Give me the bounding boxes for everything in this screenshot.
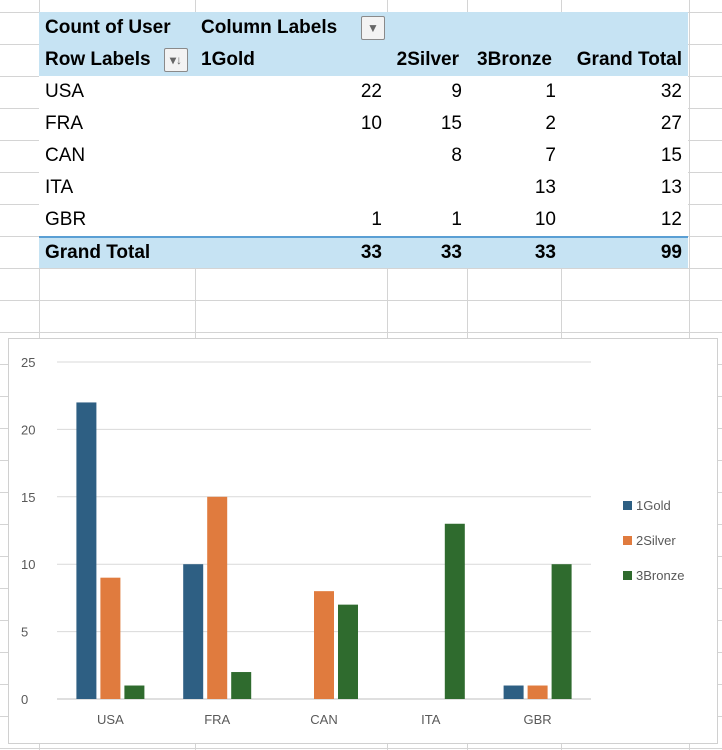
row-labels-header[interactable]: Row Labels	[45, 49, 151, 70]
bar-usa-1gold[interactable]	[76, 402, 97, 699]
row-gridline	[0, 748, 722, 749]
x-tick-label: USA	[97, 712, 124, 727]
legend-label[interactable]: 1Gold	[636, 498, 671, 513]
x-tick-label: ITA	[421, 712, 441, 727]
bar-can-3bronze[interactable]	[338, 604, 358, 699]
pivot-row-can: CAN 8 7 15	[39, 140, 688, 172]
pivot-cell[interactable]: 1	[545, 81, 556, 102]
legend-swatch	[623, 571, 632, 580]
row-label[interactable]: GBR	[45, 209, 87, 230]
row-label[interactable]: FRA	[45, 113, 83, 134]
pivot-row-gbr: GBR 1 1 10 12	[39, 204, 688, 236]
legend-label[interactable]: 3Bronze	[636, 568, 684, 583]
row-label[interactable]: USA	[45, 81, 85, 102]
pivot-header-row-2: Row Labels ▾↓ 1Gold 2Silver 3Bronze Gran…	[39, 44, 688, 76]
pivot-cell[interactable]: 13	[660, 177, 682, 198]
grand-total-label: Grand Total	[45, 242, 151, 263]
y-tick-label: 25	[21, 355, 35, 370]
bar-gbr-1gold[interactable]	[503, 685, 524, 699]
bar-can-2silver[interactable]	[314, 591, 334, 699]
bar-usa-3bronze[interactable]	[124, 685, 145, 699]
y-tick-label: 5	[21, 625, 28, 640]
pivot-cell[interactable]: 8	[451, 145, 462, 166]
y-tick-label: 10	[21, 557, 35, 572]
row-label[interactable]: ITA	[45, 177, 74, 198]
x-tick-label: CAN	[310, 712, 337, 727]
legend-swatch	[623, 536, 632, 545]
row-gridline	[0, 332, 722, 333]
pivot-row-fra: FRA 10 15 2 27	[39, 108, 688, 140]
row-gridline	[0, 268, 722, 269]
pivot-cell[interactable]: 9	[451, 81, 462, 102]
pivot-cell[interactable]: 12	[660, 209, 682, 230]
bar-usa-2silver[interactable]	[100, 577, 121, 699]
y-tick-label: 0	[21, 692, 28, 707]
pivot-cell[interactable]: 22	[360, 81, 382, 102]
column-filter-dropdown-icon[interactable]: ▼	[361, 16, 385, 40]
row-sort-dropdown-icon[interactable]: ▾↓	[164, 48, 188, 72]
pivot-row-ita: ITA 13 13	[39, 172, 688, 204]
grand-total-silver: 33	[440, 242, 462, 263]
chart-svg: 0 5 10 15 20 25 USA FRA CAN ITA GBR 1Gold 2Silver 3Br…	[21, 355, 684, 727]
pivot-cell[interactable]: 32	[660, 81, 682, 102]
pivot-cell[interactable]: 2	[545, 113, 556, 134]
row-gridline	[0, 300, 722, 301]
grand-total-row: Grand Total 33 33 33 99	[39, 236, 688, 268]
pivot-cell[interactable]: 15	[440, 113, 462, 134]
bar-fra-2silver[interactable]	[207, 496, 228, 699]
pivot-cell[interactable]: 10	[534, 209, 556, 230]
pivot-cell[interactable]: 1	[451, 209, 462, 230]
pivot-cell[interactable]: 7	[545, 145, 556, 166]
pivot-cell[interactable]: 15	[660, 145, 682, 166]
row-label[interactable]: CAN	[45, 145, 86, 166]
x-tick-label: GBR	[524, 712, 552, 727]
legend-swatch	[623, 501, 632, 510]
grand-total-gold: 33	[360, 242, 382, 263]
column-labels-header[interactable]: Column Labels	[201, 17, 338, 38]
column-header-gold: 1Gold	[201, 49, 255, 70]
value-field-label[interactable]: Count of User	[45, 17, 171, 38]
grand-total-all: 99	[660, 242, 682, 263]
pivot-row-usa: USA 22 9 1 32	[39, 76, 688, 108]
y-tick-label: 20	[21, 422, 35, 437]
pivot-cell[interactable]: 13	[534, 177, 556, 198]
pivot-table: Count of User Column Labels ▼ Row Labels…	[39, 12, 688, 268]
column-header-grand-total: Grand Total	[576, 49, 682, 70]
medal-chart[interactable]: 0 5 10 15 20 25 USA FRA CAN ITA GBR 1Gold 2Silver 3Br…	[8, 338, 718, 744]
pivot-header-row-1: Count of User Column Labels ▼	[39, 12, 688, 44]
bar-ita-3bronze[interactable]	[444, 523, 465, 699]
bar-gbr-2silver[interactable]	[527, 685, 548, 699]
column-header-bronze: 3Bronze	[477, 49, 552, 70]
bar-fra-1gold[interactable]	[183, 564, 204, 699]
bar-gbr-3bronze[interactable]	[551, 564, 572, 699]
pivot-cell[interactable]: 10	[360, 113, 382, 134]
x-tick-label: FRA	[204, 712, 230, 727]
bar-fra-3bronze[interactable]	[231, 672, 252, 699]
grand-total-bronze: 33	[534, 242, 556, 263]
pivot-cell[interactable]: 27	[660, 113, 682, 134]
legend-label[interactable]: 2Silver	[636, 533, 676, 548]
y-tick-label: 15	[21, 490, 35, 505]
pivot-cell[interactable]: 1	[371, 209, 382, 230]
column-header-silver: 2Silver	[396, 49, 459, 70]
